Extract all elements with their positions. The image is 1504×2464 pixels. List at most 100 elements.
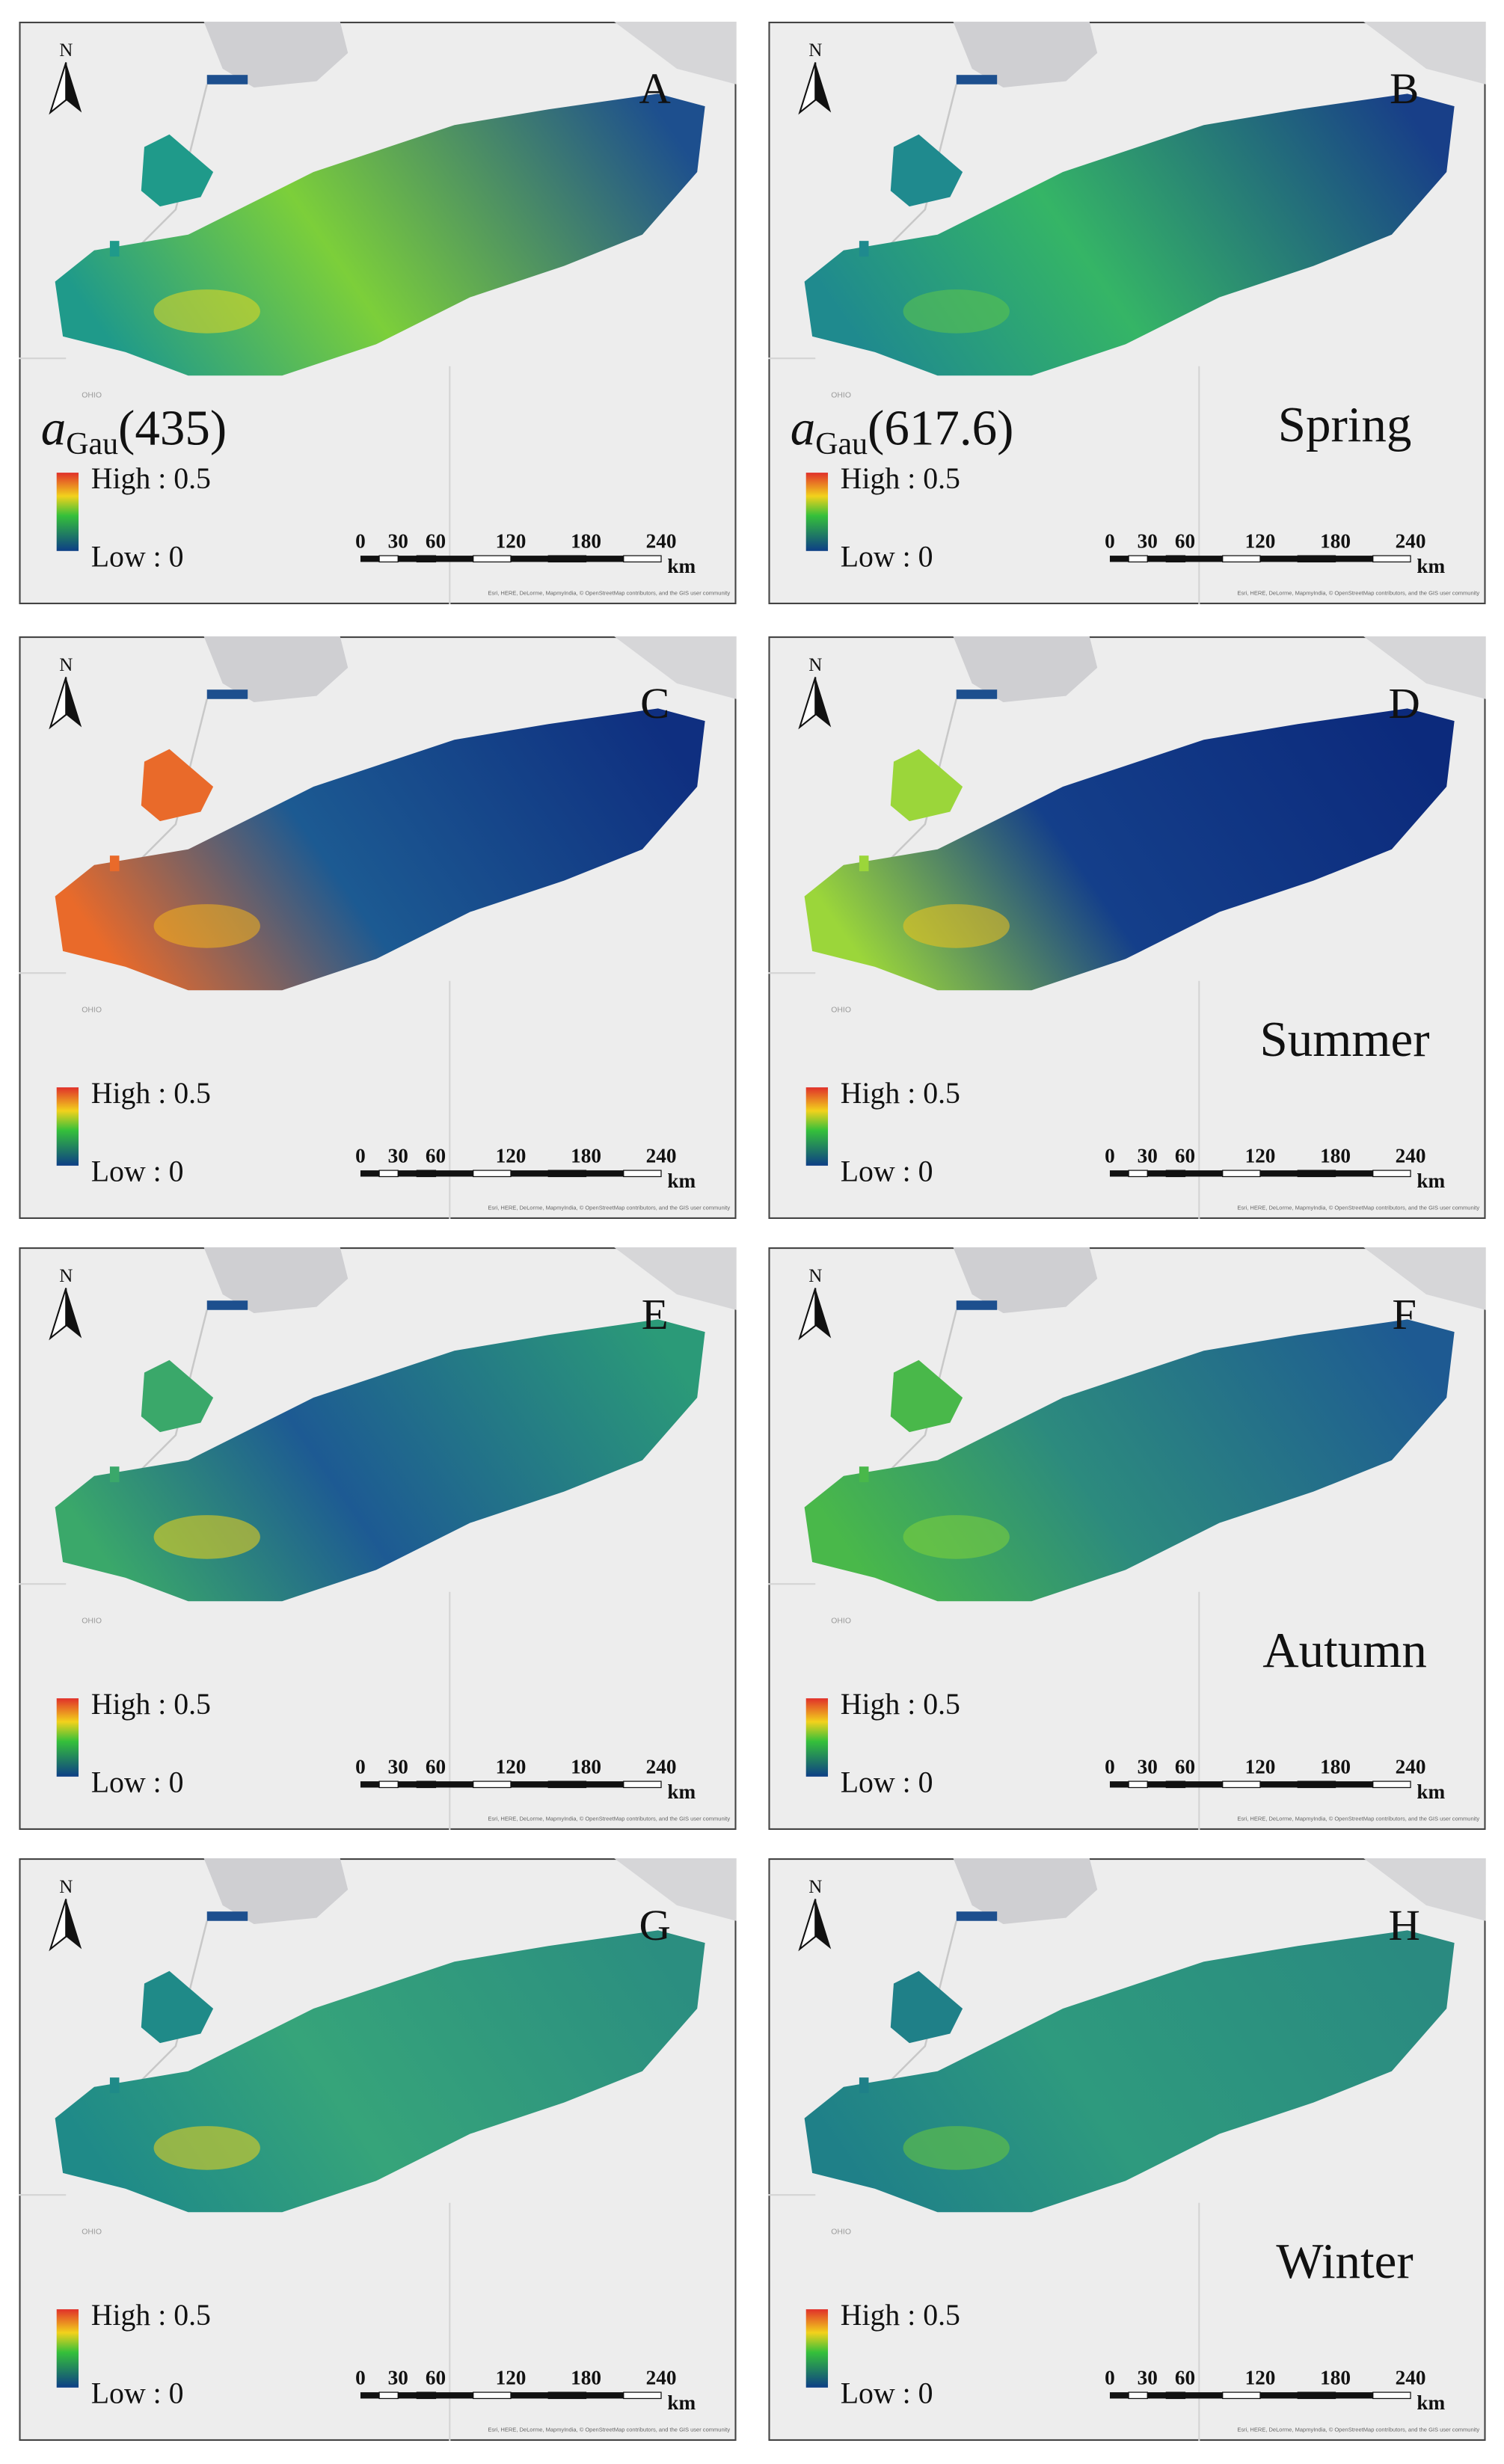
scale-tick-label: 30 [1138, 2367, 1158, 2389]
lake-huron-tip [956, 1300, 998, 1310]
detroit-river [109, 241, 120, 257]
scale-tick-label: 240 [646, 1145, 677, 1167]
scale-tick-label: 120 [496, 2367, 527, 2389]
scale-segment [1372, 2391, 1411, 2400]
north-arrow [798, 1899, 817, 1952]
scale-tick-label: 240 [646, 1756, 677, 1778]
scale-segment [416, 1170, 437, 1178]
scale-tick-label: 60 [426, 1145, 446, 1167]
scale-tick-label: 30 [388, 2367, 408, 2389]
lake-huron-tip [956, 75, 998, 85]
scale-segment [1335, 1781, 1373, 1788]
map-panel: OHIO N C High : 0.5 Low : 0 0 30 60 120 180 240 km E… [19, 636, 737, 1219]
scale-unit: km [1416, 1170, 1445, 1192]
scale-segment [1147, 1170, 1167, 1177]
scale-segment [1165, 1170, 1186, 1178]
border [19, 1583, 451, 1830]
scale-segment [623, 1781, 662, 1789]
scale-tick-label: 60 [426, 1756, 446, 1778]
attribution: Esri, HERE, DeLorme, MapmyIndia, © OpenS… [488, 1204, 730, 1211]
north-arrow [66, 1899, 82, 1950]
scale-segment [1297, 1170, 1336, 1178]
legend-bar [56, 473, 79, 551]
scale-segment [398, 2392, 417, 2399]
scale-tick-label: 0 [1105, 530, 1115, 553]
season-label: Spring [1278, 397, 1412, 452]
legend-bar [56, 1087, 79, 1166]
lake-ontario [1363, 22, 1486, 85]
border [768, 357, 1200, 604]
lake-st-clair [890, 1359, 963, 1433]
panel-letter: C [640, 679, 669, 728]
lake-huron-tip [206, 1300, 248, 1310]
scale-segment [1335, 2392, 1373, 2399]
state-label: OHIO [831, 1617, 851, 1626]
legend-high: High : 0.5 [841, 462, 960, 495]
scale-segment [623, 2391, 662, 2400]
scale-segment [1222, 555, 1261, 563]
north-arrow [49, 677, 67, 730]
state-label: OHIO [831, 392, 851, 400]
lake-huron [953, 1247, 1098, 1313]
detroit-river [859, 1466, 869, 1483]
scale-segment [1128, 1170, 1148, 1178]
scale-segment [547, 1170, 587, 1178]
north-label: N [808, 655, 822, 675]
scale-segment [547, 555, 587, 563]
scale-segment [1128, 555, 1148, 563]
scale-unit: km [1416, 1781, 1445, 1803]
scale-tick-label: 30 [1138, 1145, 1158, 1167]
scale-unit: km [667, 1781, 696, 1803]
scale-segment [435, 556, 473, 562]
scale-segment [1185, 556, 1223, 562]
legend-low: Low : 0 [841, 541, 933, 574]
lake-st-clair [141, 1359, 214, 1433]
legend-bar [805, 2309, 829, 2388]
scale-tick-label: 60 [426, 2367, 446, 2389]
scale-tick-label: 120 [496, 1145, 527, 1167]
season-label: Autumn [1262, 1623, 1427, 1678]
panel-letter: B [1390, 64, 1419, 113]
legend-low: Low : 0 [841, 1766, 933, 1799]
legend-bar [805, 1698, 829, 1777]
border [768, 972, 1200, 1219]
hotspot [903, 904, 1010, 948]
scale-segment [1185, 2392, 1223, 2399]
legend-low: Low : 0 [91, 2377, 184, 2410]
scale-tick-label: 180 [571, 2367, 601, 2389]
attribution: Esri, HERE, DeLorme, MapmyIndia, © OpenS… [1237, 1815, 1479, 1822]
scale-segment [360, 2392, 380, 2399]
legend-low: Low : 0 [91, 1766, 184, 1799]
scale-tick-label: 0 [1105, 1756, 1115, 1778]
lake-huron-tip [956, 689, 998, 699]
north-arrow [49, 1288, 67, 1341]
north-arrow [815, 1899, 832, 1950]
variable-symbol: a [791, 400, 816, 455]
scale-segment [1185, 1170, 1223, 1177]
attribution: Esri, HERE, DeLorme, MapmyIndia, © OpenS… [488, 2426, 730, 2433]
scale-tick-label: 30 [1138, 530, 1158, 553]
scale-segment [1222, 1781, 1261, 1789]
state-label: OHIO [831, 2228, 851, 2237]
lake-huron-tip [956, 1911, 998, 1921]
lake-st-clair [890, 749, 963, 822]
scale-segment [398, 556, 417, 562]
map-panel: OHIO N F Autumn High : 0.5 Low : 0 0 30 60 120 180… [768, 1247, 1486, 1830]
north-label: N [808, 40, 822, 61]
detroit-river [109, 1466, 120, 1483]
lake-huron [203, 1858, 349, 1924]
north-arrow [815, 677, 832, 728]
hotspot [903, 2126, 1010, 2170]
scale-tick-label: 180 [1320, 1756, 1351, 1778]
lake-ontario [614, 22, 737, 85]
scale-tick-label: 60 [1175, 530, 1195, 553]
attribution: Esri, HERE, DeLorme, MapmyIndia, © OpenS… [488, 1815, 730, 1822]
variable-symbol: a [41, 400, 67, 455]
north-arrow [66, 62, 82, 113]
scale-segment [510, 1170, 549, 1177]
scale-segment [1165, 2391, 1186, 2400]
lake-st-clair [141, 749, 214, 822]
north-arrow [66, 1288, 82, 1339]
scale-segment [1165, 1781, 1186, 1789]
panel-letter: G [639, 1901, 670, 1950]
